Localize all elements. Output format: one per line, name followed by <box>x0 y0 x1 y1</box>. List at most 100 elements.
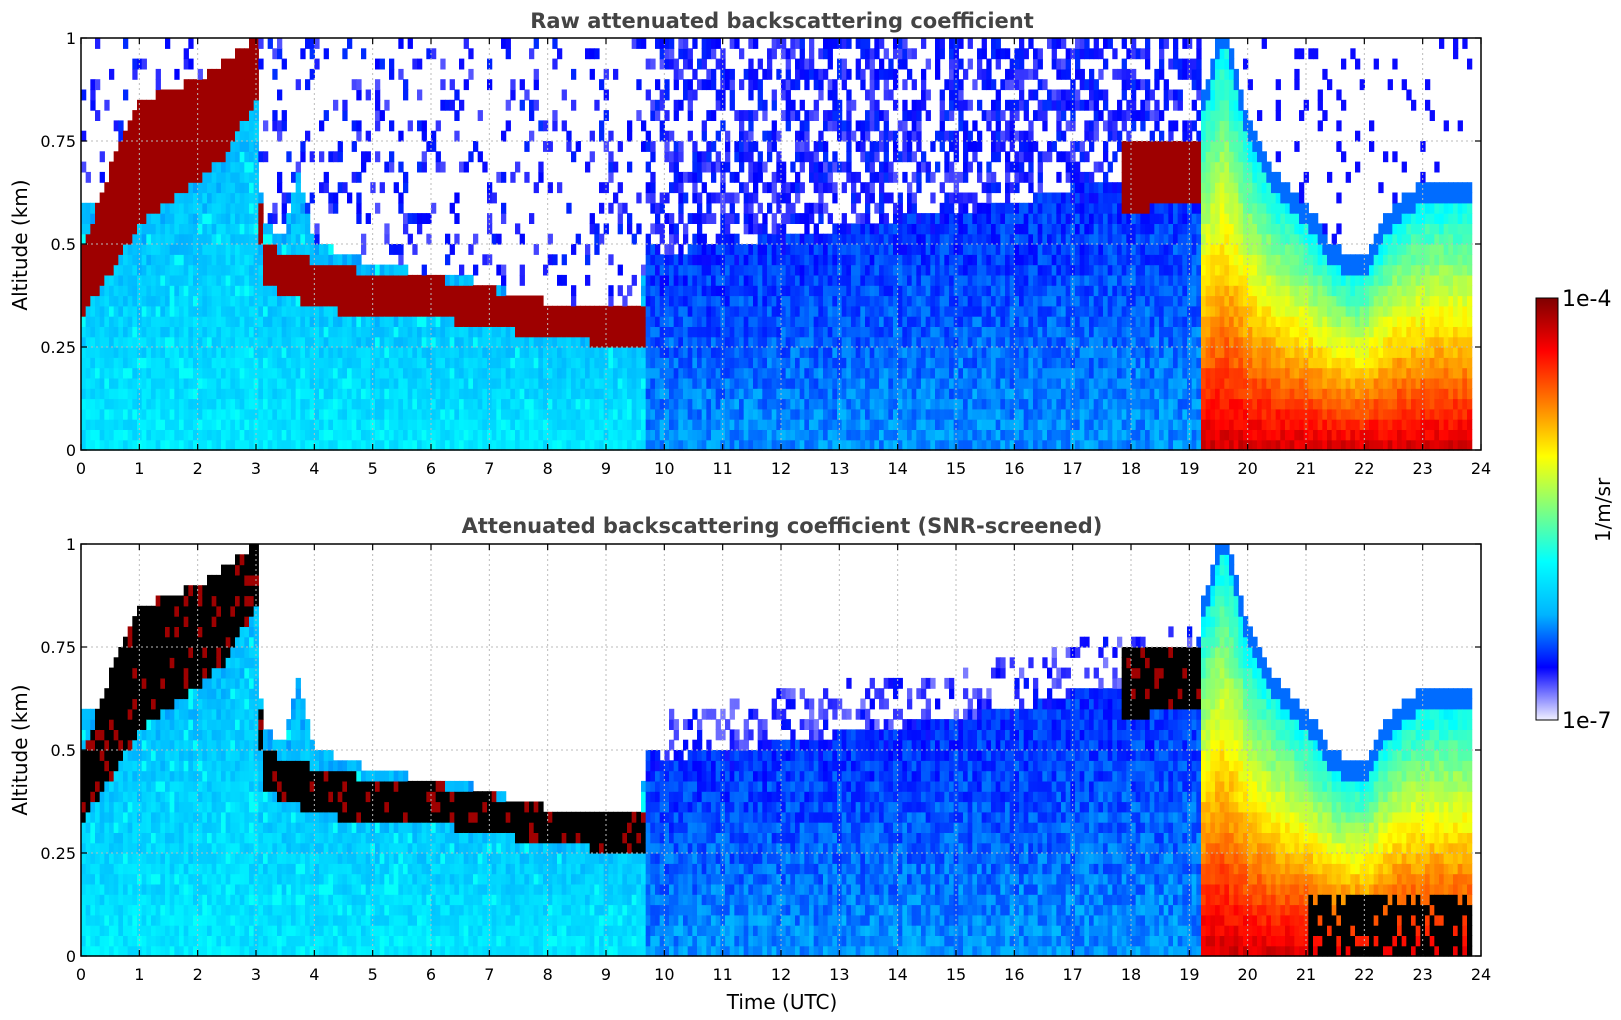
heatmap-cell <box>673 398 679 410</box>
heatmap-cell <box>697 161 703 173</box>
heatmap-cell <box>244 285 250 297</box>
heatmap-cell <box>594 316 600 327</box>
heatmap-cell <box>543 336 549 348</box>
heatmap-cell <box>608 398 614 410</box>
heatmap-cell <box>916 305 922 317</box>
heatmap-cell <box>865 295 871 307</box>
heatmap-cell <box>771 192 777 204</box>
heatmap-cell <box>729 295 735 307</box>
heatmap-cell <box>230 429 236 441</box>
heatmap-cell <box>333 274 339 286</box>
heatmap-cell <box>165 264 171 276</box>
heatmap-cell <box>827 79 833 91</box>
heatmap-cell <box>137 357 143 369</box>
heatmap-cell <box>809 377 815 389</box>
heatmap-cell <box>580 377 586 389</box>
heatmap-cell <box>729 233 735 245</box>
heatmap-cell <box>239 264 245 276</box>
heatmap-cell <box>743 316 749 327</box>
heatmap-cell <box>295 367 301 379</box>
heatmap-cell <box>841 38 847 49</box>
heatmap-cell <box>314 244 320 255</box>
heatmap-cell <box>151 274 157 286</box>
heatmap-cell <box>426 141 432 152</box>
heatmap-cell <box>916 398 922 410</box>
heatmap-cell <box>155 151 161 163</box>
heatmap-cell <box>715 130 721 142</box>
heatmap-cell <box>351 336 357 348</box>
heatmap-cell <box>669 38 675 49</box>
heatmap-cell <box>846 38 852 49</box>
heatmap-cell <box>692 38 698 49</box>
heatmap-cell <box>328 202 334 214</box>
heatmap-cell <box>118 223 124 235</box>
heatmap-cell <box>361 336 367 348</box>
heatmap-cell <box>151 213 157 224</box>
heatmap-cell <box>244 316 250 327</box>
heatmap-cell <box>207 388 213 400</box>
heatmap-cell <box>351 377 357 389</box>
heatmap-cell <box>216 367 222 379</box>
heatmap-cell <box>902 398 908 410</box>
heatmap-cell <box>585 429 591 441</box>
heatmap-cell <box>426 408 432 420</box>
heatmap-cell <box>235 439 241 451</box>
heatmap-cell <box>659 419 665 430</box>
heatmap-cell <box>510 171 516 183</box>
heatmap-cell <box>179 89 185 101</box>
heatmap-cell <box>851 223 857 235</box>
heatmap-cell <box>589 48 595 60</box>
heatmap-cell <box>239 110 245 121</box>
heatmap-cell <box>81 202 87 214</box>
heatmap-cell <box>687 295 693 307</box>
heatmap-cell <box>440 99 446 111</box>
heatmap-cell <box>445 233 451 245</box>
heatmap-cell <box>753 244 759 255</box>
heatmap-cell <box>785 274 791 286</box>
heatmap-cell <box>888 316 894 327</box>
heatmap-cell <box>81 233 87 245</box>
heatmap-cell <box>342 316 348 327</box>
heatmap-cell <box>692 274 698 286</box>
heatmap-cell <box>874 377 880 389</box>
heatmap-cell <box>524 316 530 327</box>
heatmap-cell <box>141 316 147 327</box>
heatmap-cell <box>683 326 689 338</box>
heatmap-cell <box>827 264 833 276</box>
heatmap-cell <box>930 316 936 327</box>
heatmap-cell <box>305 316 311 327</box>
heatmap-cell <box>711 367 717 379</box>
heatmap-cell <box>151 120 157 132</box>
heatmap-cell <box>715 357 721 369</box>
heatmap-cell <box>155 192 161 204</box>
heatmap-cell <box>258 336 264 348</box>
heatmap-cell <box>860 305 866 317</box>
heatmap-cell <box>141 171 147 183</box>
heatmap-cell <box>748 439 754 451</box>
heatmap-cell <box>767 347 773 358</box>
heatmap-cell <box>109 336 115 348</box>
heatmap-cell <box>767 336 773 348</box>
heatmap-cell <box>230 244 236 255</box>
heatmap-cell <box>95 274 101 286</box>
heatmap-cell <box>300 274 306 286</box>
heatmap-cell <box>412 367 418 379</box>
heatmap-cell <box>445 357 451 369</box>
heatmap-cell <box>832 336 838 348</box>
heatmap-cell <box>776 285 782 297</box>
heatmap-cell <box>440 347 446 358</box>
heatmap-cell <box>897 48 903 60</box>
heatmap-cell <box>538 419 544 430</box>
heatmap-cell <box>239 79 245 91</box>
heatmap-cell <box>743 110 749 121</box>
heatmap-cell <box>179 357 185 369</box>
heatmap-cell <box>599 130 605 142</box>
heatmap-cell <box>771 347 777 358</box>
heatmap-cell <box>244 264 250 276</box>
heatmap-cell <box>127 254 133 266</box>
heatmap-cell <box>501 305 507 317</box>
heatmap-cell <box>627 336 633 348</box>
heatmap-cell <box>762 419 768 430</box>
heatmap-cell <box>99 202 105 214</box>
heatmap-cell <box>141 285 147 297</box>
